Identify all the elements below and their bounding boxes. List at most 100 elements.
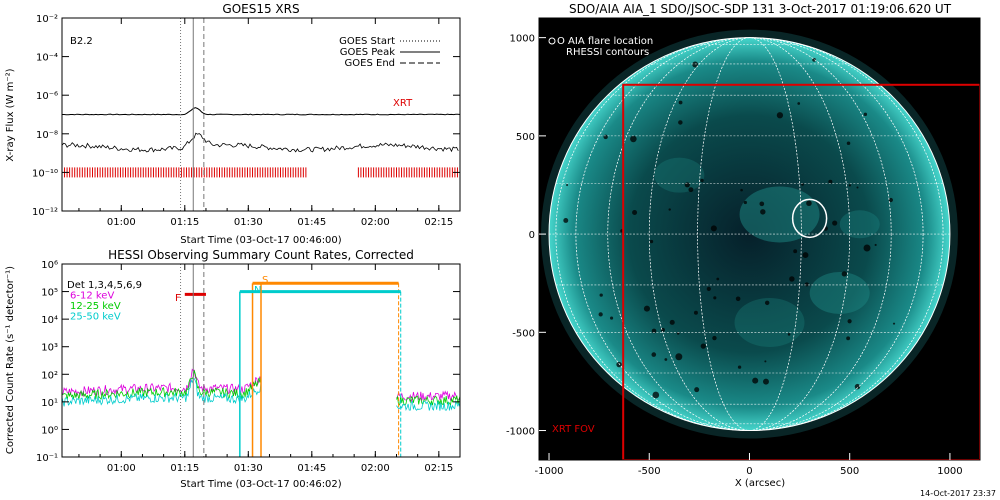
dark-feature	[694, 387, 700, 393]
dark-feature	[789, 276, 795, 282]
goes-y-tick-label: 10⁻⁶	[36, 91, 58, 102]
hessi-x-tick-label: 01:45	[297, 463, 326, 474]
goes-long-channel-line	[62, 107, 460, 116]
dark-feature	[888, 197, 893, 203]
hessi-flag-n: N	[254, 285, 261, 296]
dark-feature	[706, 286, 711, 291]
dark-feature	[643, 305, 650, 312]
aia-y-tick-label: 1000	[510, 34, 535, 45]
hessi-x-tick-label: 01:15	[170, 463, 199, 474]
goes-x-tick-label: 01:15	[170, 217, 199, 228]
dark-feature	[776, 112, 784, 119]
hessi-band-12-25-line	[396, 395, 460, 407]
dark-feature	[848, 184, 851, 187]
aia-axes-box	[538, 17, 981, 461]
hessi-axes-box	[61, 263, 461, 458]
dark-feature	[710, 225, 717, 232]
aia-flare-label: O AIA flare location	[557, 36, 653, 47]
flare-location-circle	[791, 198, 828, 239]
dark-feature	[874, 243, 877, 247]
dark-feature	[688, 187, 694, 193]
goes-x-tick-label: 01:30	[234, 217, 263, 228]
dark-feature	[566, 183, 569, 187]
goes-y-tick-label: 10⁻¹²	[32, 207, 58, 218]
hessi-x-tick-label: 02:15	[424, 463, 453, 474]
goes-data-layer	[62, 18, 460, 211]
hessi-band-25-50-line	[396, 400, 460, 411]
flare-legend-symbol	[548, 37, 556, 45]
hessi-y-tick-label: 10⁶	[41, 260, 58, 271]
hessi-data-layer	[62, 264, 460, 457]
hessi-y-tick-label: 10⁵	[41, 288, 58, 299]
hessi-y-tick-label: 10⁻¹	[36, 453, 58, 464]
aia-x-tick-label: -1000	[534, 466, 563, 477]
dark-feature	[802, 252, 809, 259]
dark-feature	[759, 201, 765, 207]
dark-feature	[763, 378, 769, 385]
dark-feature	[892, 322, 896, 325]
dark-feature	[806, 200, 812, 207]
hessi-legend-entry: Det 1,3,4,5,6,9	[67, 280, 142, 291]
goes-ylabel: X-ray Flux (W m⁻²)	[5, 68, 16, 161]
aia-title: SDO/AIA AIA_1 SDO/JSOC-SDP 131 3-Oct-201…	[569, 2, 952, 16]
dark-feature	[854, 383, 861, 390]
dark-feature	[740, 188, 743, 192]
aia-x-tick-label: 0	[746, 466, 752, 477]
aia-y-tick-label: -1000	[506, 427, 535, 438]
dark-feature	[616, 361, 622, 368]
dark-feature	[700, 343, 706, 349]
aia-x-tick-label: 1000	[937, 466, 962, 477]
dark-feature	[812, 57, 817, 62]
goes-panel: GOES15 XRS 01:00 01:15 01:30 01:45 02:00 02:1…	[5, 2, 461, 246]
hessi-flag-f: F	[175, 293, 181, 304]
dark-feature	[664, 358, 668, 361]
goes-y-tick-label: 10⁻¹⁰	[32, 168, 58, 179]
hessi-legend-entry: 6-12 keV	[70, 291, 114, 302]
dark-feature	[630, 135, 637, 143]
active-region	[734, 297, 805, 347]
dark-feature	[797, 102, 801, 105]
dark-feature	[752, 377, 759, 384]
dark-feature	[856, 186, 859, 189]
hessi-xlabel: Start Time (03-Oct-17 00:46:02)	[180, 479, 341, 490]
hessi-ticks: 01:00 01:15 01:30 01:45 02:00 02:15 10⁶ 10⁵ 10⁴ 1…	[36, 260, 461, 474]
dark-feature	[693, 310, 698, 315]
aia-y-tick-label: -500	[512, 328, 535, 339]
dark-feature	[841, 271, 848, 277]
dark-feature	[716, 277, 720, 281]
goes-legend-entry: GOES End	[345, 58, 395, 69]
dark-feature	[603, 134, 608, 140]
hessi-y-tick-label: 10²	[41, 370, 58, 381]
goes-title: GOES15 XRS	[222, 2, 299, 16]
hessi-flag-s: S	[262, 275, 268, 286]
dark-feature	[863, 112, 868, 117]
goes-short-channel-line	[62, 132, 459, 153]
dark-feature	[676, 332, 680, 335]
goes-x-tick-label: 01:45	[297, 217, 326, 228]
hessi-x-tick-label: 02:00	[361, 463, 390, 474]
dark-feature	[652, 391, 660, 399]
aia-rhessi-label: RHESSI contours	[566, 47, 649, 58]
dark-feature	[846, 336, 851, 341]
dark-feature	[668, 208, 671, 211]
hessi-band-12-25-line	[62, 370, 262, 400]
goes-x-tick-label: 01:00	[107, 217, 136, 228]
goes-xrt-label: XRT	[393, 98, 413, 109]
goes-y-tick-label: 10⁻⁸	[36, 130, 58, 141]
active-region	[809, 272, 870, 315]
aia-x-tick-label: 500	[840, 466, 859, 477]
dark-feature	[828, 179, 833, 184]
hessi-band-25-50-line	[62, 378, 262, 407]
dark-feature	[846, 141, 851, 145]
active-region	[839, 210, 880, 239]
goes-y-tick-label: 10⁻²	[36, 14, 58, 25]
active-region	[654, 157, 705, 193]
dark-feature	[678, 120, 683, 125]
solar-limb	[548, 37, 951, 432]
hessi-legend-entry: 25-50 keV	[70, 312, 121, 323]
goes-x-tick-label: 02:15	[424, 217, 453, 228]
dark-feature	[832, 220, 838, 226]
dark-feature	[651, 328, 657, 334]
